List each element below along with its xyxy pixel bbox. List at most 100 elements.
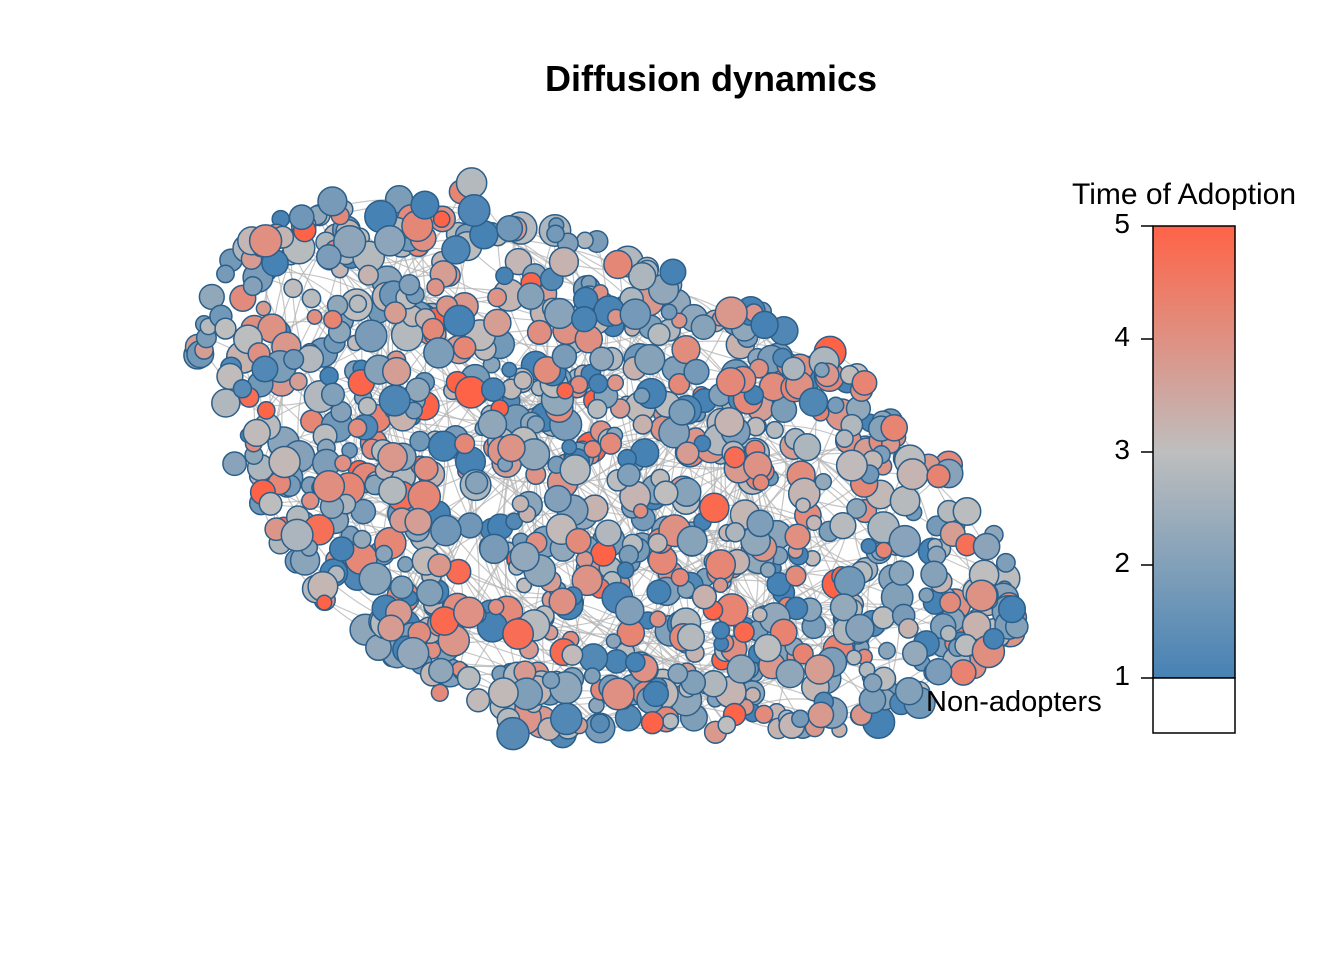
network-node	[939, 624, 957, 642]
network-node	[668, 398, 696, 426]
network-node	[589, 713, 611, 734]
network-node	[633, 387, 651, 405]
network-node	[421, 317, 445, 342]
network-node	[571, 564, 603, 597]
network-node	[516, 282, 545, 311]
network-node	[348, 294, 368, 314]
network-node	[583, 439, 602, 459]
network-node	[316, 594, 333, 611]
colorbar-non-adopters-box	[1152, 677, 1236, 734]
network-node	[807, 701, 835, 729]
network-node	[410, 190, 440, 220]
network-node	[829, 512, 857, 540]
network-node	[640, 711, 665, 735]
network-node	[502, 617, 535, 650]
nodes-layer	[183, 167, 1029, 751]
network-node	[427, 430, 460, 462]
network-node	[627, 262, 657, 291]
network-node	[242, 276, 263, 297]
network-node	[543, 484, 572, 513]
network-node	[526, 319, 553, 346]
network-node	[441, 235, 471, 265]
network-node	[389, 575, 414, 600]
network-node	[255, 300, 272, 317]
network-node	[814, 472, 833, 491]
network-node	[214, 317, 237, 340]
network-node	[712, 577, 729, 594]
network-node	[315, 244, 342, 270]
network-node	[496, 716, 530, 751]
network-node	[532, 355, 562, 385]
network-node	[845, 613, 875, 644]
network-node	[357, 396, 378, 416]
network-node	[829, 593, 858, 622]
network-node	[480, 377, 506, 402]
network-node	[604, 649, 629, 674]
network-node	[653, 480, 679, 506]
network-node	[926, 463, 951, 489]
network-node	[746, 509, 775, 538]
network-node	[647, 322, 671, 347]
network-node	[501, 361, 518, 378]
network-node	[835, 429, 854, 448]
network-node	[301, 491, 320, 511]
network-node	[543, 297, 576, 330]
network-node	[676, 623, 706, 652]
network-node	[791, 709, 810, 729]
network-node	[784, 523, 811, 550]
network-node	[878, 641, 896, 660]
colorbar-gradient	[1152, 225, 1236, 679]
network-node	[624, 651, 646, 673]
network-node	[551, 343, 578, 370]
network-node	[497, 433, 526, 463]
network-node	[972, 532, 1001, 561]
network-node	[378, 384, 411, 417]
network-node	[918, 587, 935, 604]
colorbar-legend	[1141, 225, 1236, 734]
network-node	[455, 167, 488, 199]
network-node	[483, 308, 512, 338]
legend-tick-3: 3	[1114, 434, 1130, 465]
legend-tick-1: 1	[1114, 660, 1130, 691]
network-node	[397, 556, 414, 573]
network-node	[427, 553, 452, 578]
network-node	[513, 370, 533, 390]
network-node	[785, 565, 807, 587]
network-node	[457, 194, 491, 227]
network-node	[409, 430, 431, 452]
network-node	[288, 204, 315, 231]
network-node	[715, 367, 746, 397]
network-node	[726, 654, 757, 684]
network-node	[283, 278, 303, 299]
network-node	[333, 224, 367, 259]
network-node	[698, 492, 730, 524]
network-node	[894, 676, 924, 706]
network-node	[835, 449, 868, 482]
network-node	[765, 420, 784, 440]
network-node	[618, 544, 640, 566]
network-node	[792, 643, 814, 665]
network-node	[222, 451, 248, 477]
network-edge	[424, 405, 480, 615]
network-node	[289, 372, 308, 391]
network-node	[320, 382, 346, 407]
network-node	[352, 529, 372, 549]
network-node	[683, 358, 710, 386]
network-node	[381, 356, 412, 387]
network-node	[805, 514, 823, 532]
network-node	[571, 306, 598, 333]
network-node	[875, 541, 893, 559]
network-node	[705, 549, 737, 581]
network-node	[753, 633, 782, 663]
network-node	[965, 579, 998, 612]
network-node	[487, 677, 519, 709]
network-node	[432, 210, 451, 229]
network-node	[759, 561, 777, 578]
network-node	[691, 584, 718, 610]
network-node	[454, 433, 476, 455]
network-node	[487, 287, 508, 308]
network-node	[649, 610, 667, 628]
network-node	[888, 560, 915, 586]
network-node	[901, 640, 929, 667]
network-node	[413, 456, 439, 482]
